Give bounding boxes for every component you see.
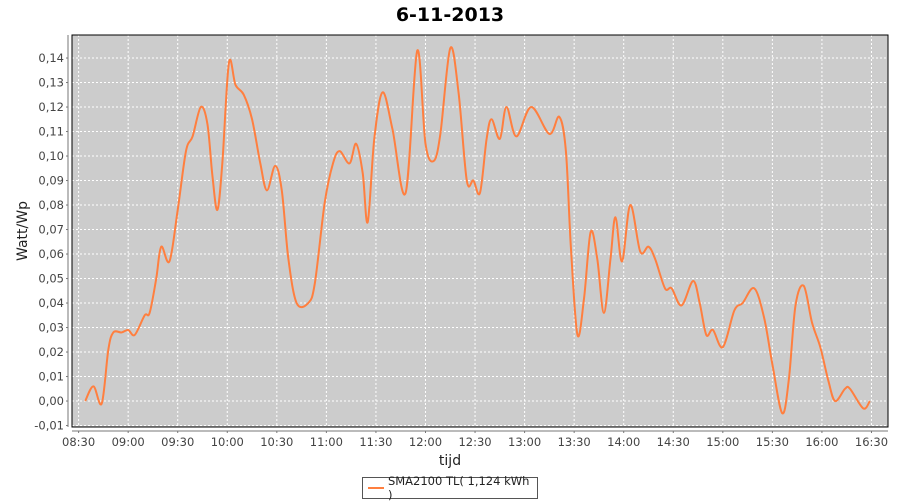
y-tick-label: 0,00 [38, 394, 64, 408]
y-tick-label: 0,14 [38, 51, 64, 65]
y-axis-label: Watt/Wp [15, 201, 31, 261]
x-tick-label: 15:00 [706, 435, 739, 449]
chart-title: 6-11-2013 [396, 4, 504, 26]
plot-area [72, 35, 888, 427]
y-tick-label: -0,01 [34, 419, 64, 433]
x-tick-label: 14:30 [657, 435, 690, 449]
gridlines [72, 35, 888, 427]
x-tick-label: 15:30 [756, 435, 789, 449]
x-axis-label: tijd [439, 453, 461, 469]
x-tick-label: 16:00 [805, 435, 838, 449]
y-tick-label: 0,01 [38, 370, 64, 384]
series-line [84, 46, 871, 415]
y-tick-label: 0,08 [38, 198, 64, 212]
x-tick-label: 09:00 [112, 435, 145, 449]
legend-label: SMA2100 TL( 1,124 kWh ) [387, 474, 530, 502]
y-tick-label: 0,11 [38, 125, 64, 139]
x-tick-label: 10:30 [260, 435, 293, 449]
plot-border [71, 34, 889, 428]
x-tick-label: 08:30 [62, 435, 95, 449]
y-tick-label: 0,09 [38, 174, 64, 188]
y-tick-label: 0,05 [38, 272, 64, 286]
x-tick-label: 12:00 [409, 435, 442, 449]
y-tick-label: 0,04 [38, 296, 64, 310]
legend-swatch [368, 487, 384, 489]
x-axis: 08:30 09:00 09:30 10:00 10:30 11:00 11:30 12:00… [62, 430, 888, 449]
x-tick-label: 13:30 [558, 435, 591, 449]
x-tick-label: 13:00 [508, 435, 541, 449]
x-tick-label: 11:30 [359, 435, 392, 449]
y-tick-label: 0,10 [38, 149, 64, 163]
y-tick-label: 0,12 [38, 100, 64, 114]
x-tick-label: 09:30 [161, 435, 194, 449]
legend: SMA2100 TL( 1,124 kWh ) [362, 474, 538, 502]
y-axis: -0,01 0,00 0,01 0,02 0,03 0,04 0,05 0,06 0,07 0,0… [34, 35, 69, 433]
y-tick-label: 0,02 [38, 345, 64, 359]
y-tick-label: 0,03 [38, 321, 64, 335]
x-tick-label: 12:30 [458, 435, 491, 449]
x-tick-label: 10:00 [211, 435, 244, 449]
x-tick-label: 16:30 [855, 435, 888, 449]
x-tick-label: 11:00 [310, 435, 343, 449]
x-tick-label: 14:00 [607, 435, 640, 449]
series-layer [84, 46, 871, 415]
y-tick-label: 0,07 [38, 223, 64, 237]
y-tick-label: 0,13 [38, 76, 64, 90]
y-tick-label: 0,06 [38, 247, 64, 261]
